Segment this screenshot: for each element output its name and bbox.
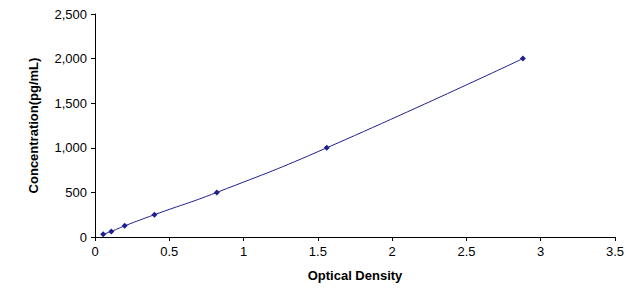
svg-text:2.5: 2.5 (457, 244, 475, 259)
svg-text:Optical Density: Optical Density (308, 268, 403, 283)
svg-text:3.5: 3.5 (606, 244, 624, 259)
svg-text:0.5: 0.5 (160, 244, 178, 259)
svg-text:Concentration(pg/mL): Concentration(pg/mL) (26, 58, 41, 194)
svg-text:1,000: 1,000 (54, 140, 87, 155)
svg-text:0: 0 (91, 244, 98, 259)
svg-text:1: 1 (240, 244, 247, 259)
svg-text:3: 3 (537, 244, 544, 259)
svg-text:2,000: 2,000 (54, 51, 87, 66)
svg-text:2,500: 2,500 (54, 7, 87, 22)
svg-text:0: 0 (80, 230, 87, 245)
svg-text:1,500: 1,500 (54, 96, 87, 111)
svg-text:1.5: 1.5 (309, 244, 327, 259)
svg-text:2: 2 (389, 244, 396, 259)
svg-text:500: 500 (65, 185, 87, 200)
